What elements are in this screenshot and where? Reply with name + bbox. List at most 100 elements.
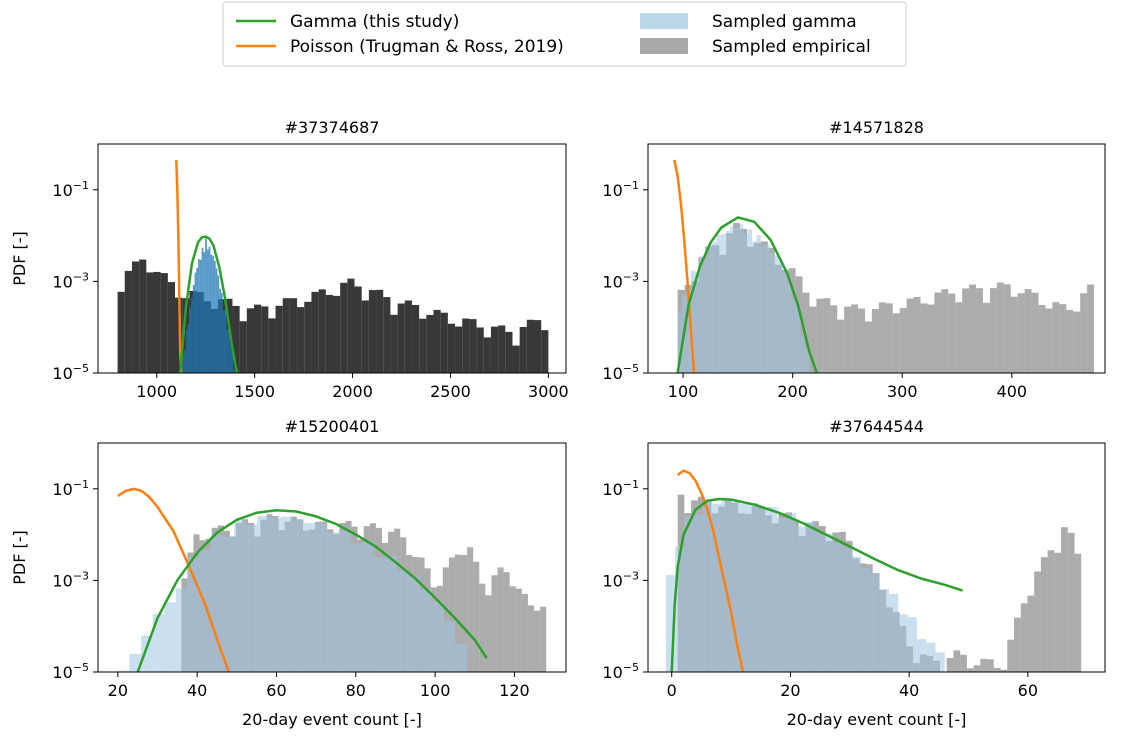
empirical-bar — [526, 319, 535, 373]
sampled-gamma-bar — [215, 268, 218, 373]
empirical-bar — [332, 295, 341, 373]
sampled-gamma-bar — [219, 288, 221, 373]
empirical-bar — [390, 314, 398, 373]
plot-area — [673, 159, 1095, 373]
y-tick-label: 10−5 — [52, 661, 89, 682]
empirical-bar — [899, 308, 907, 373]
sampled-gamma-bar — [805, 522, 815, 672]
sampled-gamma-bar — [431, 601, 444, 672]
empirical-bar — [1034, 571, 1041, 672]
empirical-bar — [1047, 550, 1055, 672]
sampled-gamma-bar — [129, 654, 142, 672]
empirical-bar — [254, 304, 262, 373]
empirical-bar — [962, 288, 970, 373]
empirical-bar — [383, 297, 391, 373]
y-tick-exponent: −3 — [73, 569, 89, 582]
empirical-bar — [1067, 532, 1075, 672]
empirical-bar — [1017, 293, 1025, 373]
sampled-gamma-bar — [935, 652, 945, 672]
x-tick-label: 200 — [777, 382, 808, 401]
empirical-bar — [993, 667, 1001, 672]
sampled-gamma-bar — [420, 589, 432, 672]
sampled-gamma-bar — [665, 575, 676, 672]
y-tick-label: 10−3 — [602, 569, 639, 590]
empirical-bar — [941, 289, 949, 373]
empirical-bar — [913, 296, 921, 373]
panel-title: #15200401 — [285, 417, 380, 436]
sampled-gamma-bar — [183, 350, 186, 373]
y-tick-exponent: −1 — [73, 179, 89, 192]
legend-sampled-empirical-label: Sampled empirical — [712, 37, 871, 57]
legend-sampled-gamma-label: Sampled gamma — [712, 12, 857, 32]
sampled-gamma-bar — [675, 546, 685, 672]
sampled-gamma-bar — [199, 550, 211, 672]
empirical-bar — [361, 300, 369, 373]
empirical-bar — [534, 610, 541, 672]
sampled-gamma-bar — [213, 260, 216, 373]
sampled-gamma-bar — [740, 503, 750, 672]
empirical-bar — [996, 282, 1004, 373]
sampled-gamma-bar — [208, 246, 211, 373]
empirical-bar — [160, 273, 168, 373]
sampled-gamma-bar — [712, 242, 718, 373]
gamma-curve — [136, 509, 488, 672]
x-tick-label: 80 — [346, 681, 366, 700]
empirical-bar — [325, 294, 333, 373]
empirical-bar — [397, 303, 405, 373]
sampled-gamma-bar — [916, 639, 927, 672]
sampled-gamma-bar — [777, 517, 787, 672]
sampled-gamma-bar — [702, 499, 713, 672]
empirical-bar — [419, 318, 427, 373]
empirical-bar — [851, 304, 859, 373]
legend-sampled-gamma-swatch — [640, 13, 688, 29]
panel-title: #37644544 — [829, 417, 924, 436]
empirical-bar — [454, 554, 462, 672]
y-tick-label: 10−3 — [52, 569, 89, 590]
sampled-gamma-bar — [851, 556, 862, 672]
empirical-bar — [1038, 304, 1046, 373]
sampled-gamma-bar — [303, 522, 316, 672]
panel-4: #37644544 0 20 40 60 10−1 10−3 10−5 20-day event… — [602, 417, 1106, 729]
empirical-bar — [809, 306, 817, 373]
sampled-gamma-bar — [677, 311, 682, 373]
sampled-gamma-bar — [257, 516, 270, 672]
empirical-bar — [1040, 557, 1048, 672]
sampled-gamma-bar — [315, 523, 328, 672]
sampled-gamma-bar — [725, 230, 731, 373]
sampled-gamma-bar — [187, 557, 200, 672]
sampled-gamma-bar — [210, 534, 223, 672]
empirical-bar — [175, 297, 183, 373]
poisson-curve — [676, 469, 745, 672]
empirical-bar — [512, 345, 520, 373]
y-tick-exponent: −5 — [623, 362, 639, 375]
y-tick-label: 10−5 — [602, 661, 639, 682]
sampled-gamma-bar — [778, 260, 783, 373]
sampled-gamma-bar — [743, 234, 748, 373]
sampled-gamma-bar — [795, 305, 801, 373]
poisson-curve — [175, 159, 183, 373]
empirical-bar — [479, 583, 486, 672]
x-tick-label: 3000 — [528, 382, 569, 401]
sampled-gamma-bar — [164, 602, 176, 672]
plot-area — [117, 159, 549, 373]
x-tick-label: 60 — [1018, 681, 1038, 700]
sampled-gamma-bar — [684, 515, 694, 672]
sampled-gamma-bar — [907, 617, 917, 672]
y-tick-label: 10−1 — [602, 179, 639, 200]
empirical-bar — [864, 321, 872, 373]
sampled-gamma-bar — [774, 255, 779, 373]
sampled-gamma-bar — [686, 289, 691, 373]
empirical-bar — [966, 668, 974, 672]
x-tick-label: 20 — [780, 681, 800, 700]
sampled-gamma-bar — [350, 543, 363, 672]
empirical-bar — [1031, 292, 1039, 373]
empirical-bar — [1073, 311, 1081, 373]
empirical-bar — [521, 593, 528, 672]
sampled-gamma-bar — [220, 292, 223, 373]
panel-title: #37374687 — [285, 118, 380, 137]
sampled-gamma-bar — [228, 329, 230, 373]
y-tick-label: 10−5 — [602, 362, 639, 383]
empirical-bar — [139, 259, 147, 373]
x-tick-label: 2500 — [430, 382, 471, 401]
empirical-bar — [1003, 284, 1011, 373]
